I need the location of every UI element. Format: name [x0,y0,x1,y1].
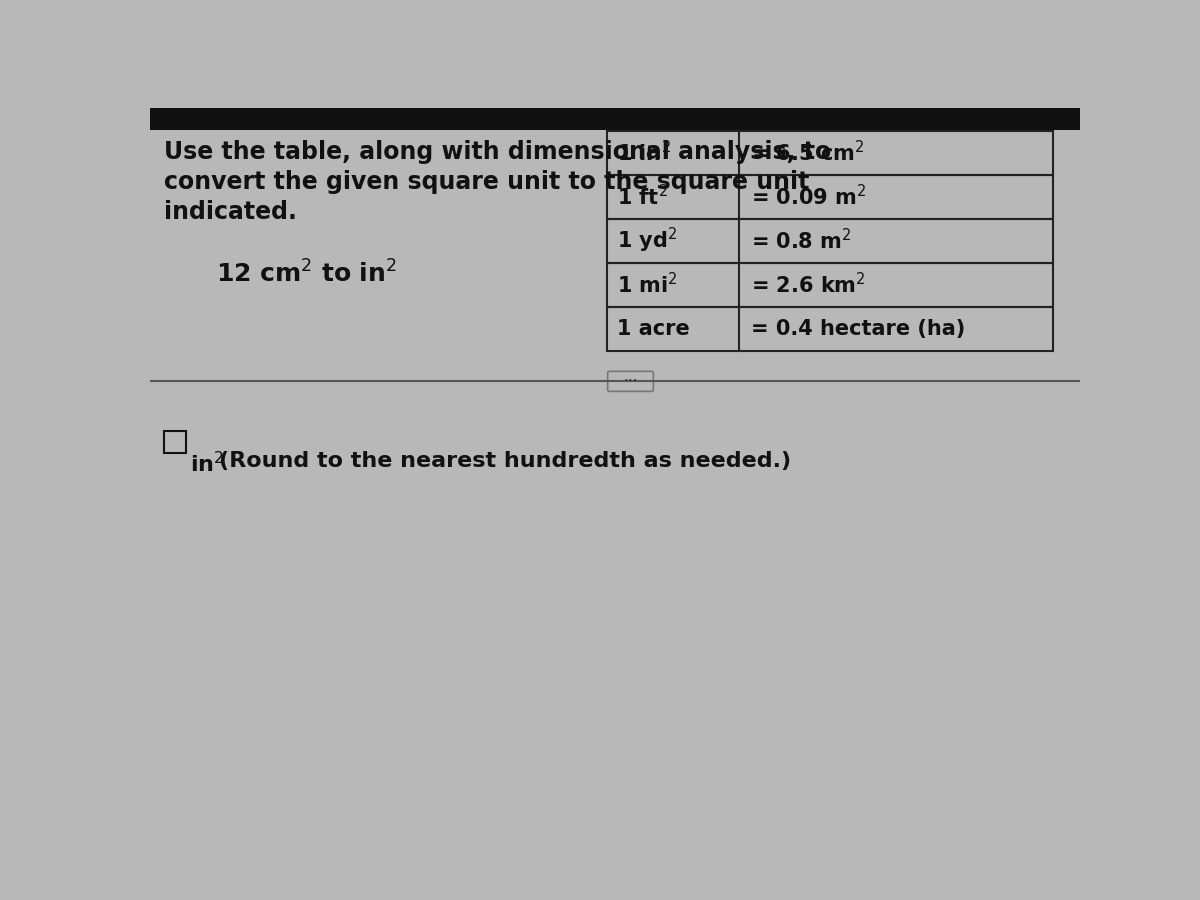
Text: Use the table, along with dimensional analysis, to
convert the given square unit: Use the table, along with dimensional an… [164,140,832,224]
Bar [607,307,1052,351]
Text: 12 cm$^2$ to in$^2$: 12 cm$^2$ to in$^2$ [216,260,397,288]
Text: 1 acre: 1 acre [617,319,689,338]
Text: = 0.09 m$^2$: = 0.09 m$^2$ [751,184,866,210]
Bar [150,108,1080,130]
Text: = 6.5 cm$^2$: = 6.5 cm$^2$ [751,140,864,166]
Text: 1 ft$^2$: 1 ft$^2$ [617,184,667,210]
Text: = 0.4 hectare (ha): = 0.4 hectare (ha) [751,319,965,338]
Text: 1 yd$^2$: 1 yd$^2$ [617,226,677,256]
Bar [607,131,1052,175]
Text: 1 in$^2$: 1 in$^2$ [617,140,671,166]
Text: (Round to the nearest hundredth as needed.): (Round to the nearest hundredth as neede… [218,452,791,472]
Bar [607,219,1052,263]
Bar [607,263,1052,307]
Text: = 2.6 km$^2$: = 2.6 km$^2$ [751,272,865,297]
Text: ···: ··· [623,374,638,389]
Text: 1 mi$^2$: 1 mi$^2$ [617,272,677,297]
Text: in$^2$: in$^2$ [190,452,223,477]
Text: = 0.8 m$^2$: = 0.8 m$^2$ [751,229,851,254]
FancyBboxPatch shape [607,372,653,392]
Bar [164,431,186,453]
Bar [607,175,1052,219]
